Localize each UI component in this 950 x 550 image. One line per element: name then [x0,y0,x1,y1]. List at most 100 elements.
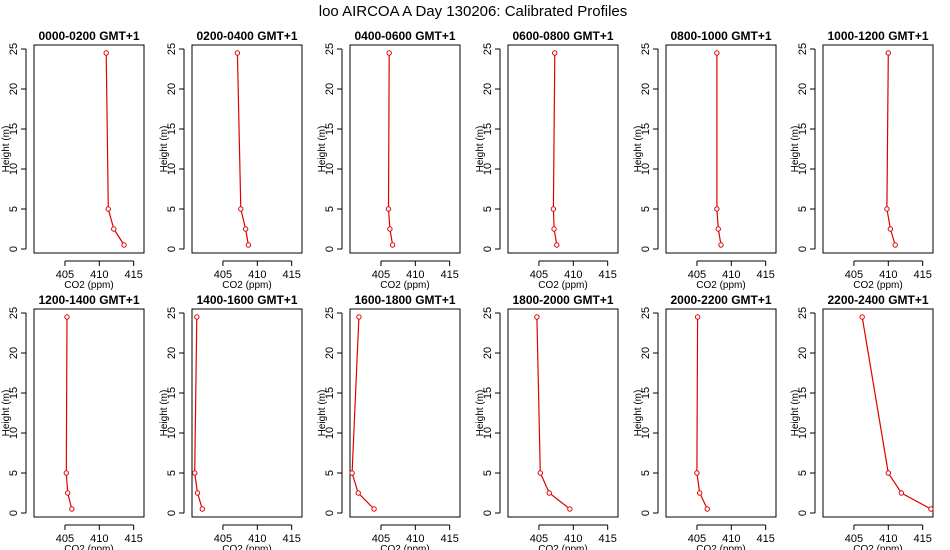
panel-title: 2000-2200 GMT+1 [670,293,771,307]
profile-point [234,50,241,56]
y-tick-label: 25 [797,307,809,319]
profile-point [567,506,573,512]
x-axis-label: CO2 (ppm) [64,544,113,550]
panel-title: 0400-0600 GMT+1 [354,29,455,43]
profile-point [121,242,127,248]
y-tick-label: 25 [482,43,494,55]
y-axis-label: Height (m) [790,390,801,437]
panel-9: 1800-2000 GMT+1 0 5 10 15 20 25 Height (m) 405 41… [475,293,619,550]
profile-point [371,506,377,512]
profile-point [892,242,898,248]
profile-line [861,316,932,510]
x-tick-label: 410 [564,269,582,281]
y-axis-label: Height (m) [475,126,486,173]
panel-10: 2000-2200 GMT+1 0 5 10 15 20 25 Height (m) 405 41… [633,293,777,550]
y-tick-label: 20 [166,347,178,359]
y-tick-label: 25 [640,43,652,55]
x-axis-label: CO2 (ppm) [538,280,587,291]
y-tick-label: 10 [324,163,336,175]
x-tick-label: 405 [845,269,863,281]
x-axis-label: CO2 (ppm) [853,544,902,550]
profile-point [194,314,200,320]
y-tick-label: 15 [8,387,20,399]
x-tick-label: 415 [125,533,143,545]
x-tick-label: 415 [125,269,143,281]
y-tick-label: 10 [8,163,20,175]
y-tick-label: 5 [482,470,494,476]
x-tick-label: 410 [722,269,740,281]
panel-5: 1000-1200 GMT+1 0 5 10 15 20 25 Height (m) 405 41… [790,29,934,291]
panel-8: 1600-1800 GMT+1 0 5 10 15 20 25 Height (m) 405 41… [317,293,461,550]
y-tick-label: 0 [797,246,809,252]
x-tick-label: 405 [56,533,74,545]
profile-point [550,206,557,212]
y-tick-label: 20 [166,83,178,95]
y-tick-label: 0 [8,246,20,252]
y-tick-label: 20 [640,347,652,359]
x-tick-label: 410 [406,533,424,545]
y-tick-label: 25 [482,307,494,319]
profile-point [387,226,393,232]
panel-title: 0800-1000 GMT+1 [670,29,771,43]
x-tick-label: 410 [90,533,108,545]
x-axis-label: CO2 (ppm) [222,280,271,291]
profile-point [714,206,720,212]
x-tick-label: 405 [688,269,706,281]
x-axis-label: CO2 (ppm) [853,280,902,291]
y-tick-label: 10 [482,163,494,175]
profile-point [715,226,721,232]
plot-frame [822,44,934,254]
y-axis-label: Height (m) [475,390,486,437]
profile-point [103,50,109,56]
y-axis-label: Height (m) [159,390,170,437]
x-axis-label: CO2 (ppm) [380,544,429,550]
y-tick-label: 5 [324,206,336,212]
panel-7: 1400-1600 GMT+1 0 5 10 15 20 25 Height (m) 405 41… [159,293,303,550]
profile-point [694,314,701,320]
profile-point [885,50,892,56]
profile-point [238,206,244,212]
panel-title: 1000-1200 GMT+1 [827,29,928,43]
panel-title: 2200-2400 GMT+1 [827,293,928,307]
profile-line [105,52,125,246]
y-tick-label: 10 [8,427,20,439]
y-tick-label: 15 [640,123,652,135]
profile-point [714,50,720,56]
x-axis-label: CO2 (ppm) [538,544,587,550]
profile-point [63,470,70,476]
profile-line [387,52,394,246]
y-axis-label: Height (m) [1,126,12,173]
y-tick-label: 0 [482,246,494,252]
y-tick-label: 10 [166,427,178,439]
y-tick-label: 25 [797,43,809,55]
profile-line [552,52,558,246]
y-tick-label: 5 [640,470,652,476]
plot-frame [191,44,303,254]
x-axis-label: CO2 (ppm) [64,280,113,291]
y-tick-label: 0 [482,510,494,516]
x-tick-label: 405 [845,533,863,545]
x-tick-label: 415 [914,269,932,281]
x-tick-label: 405 [214,533,232,545]
panel-4: 0800-1000 GMT+1 0 5 10 15 20 25 Height (m) 405 41… [633,29,777,291]
panel-6: 1200-1400 GMT+1 0 5 10 15 20 25 Height (m) 405 41… [1,293,145,550]
y-tick-label: 0 [324,510,336,516]
panel-11: 2200-2400 GMT+1 0 5 10 15 20 25 Height (m) 405 41… [790,293,934,550]
profile-point [194,490,201,496]
y-tick-label: 25 [324,307,336,319]
profile-point [537,470,544,476]
y-tick-label: 0 [324,246,336,252]
y-tick-label: 15 [640,387,652,399]
x-tick-label: 415 [441,533,459,545]
y-axis-label: Height (m) [1,390,12,437]
panels-group: 0000-0200 GMT+1 0 5 10 15 20 25 Height (m) 405 41… [1,29,934,550]
profile-point [69,506,75,512]
x-tick-label: 415 [757,269,775,281]
x-tick-label: 405 [372,533,390,545]
profile-point [704,506,710,512]
profile-point [718,242,724,248]
x-axis-label: CO2 (ppm) [380,280,429,291]
x-axis-label: CO2 (ppm) [222,544,271,550]
profile-point [64,490,71,496]
